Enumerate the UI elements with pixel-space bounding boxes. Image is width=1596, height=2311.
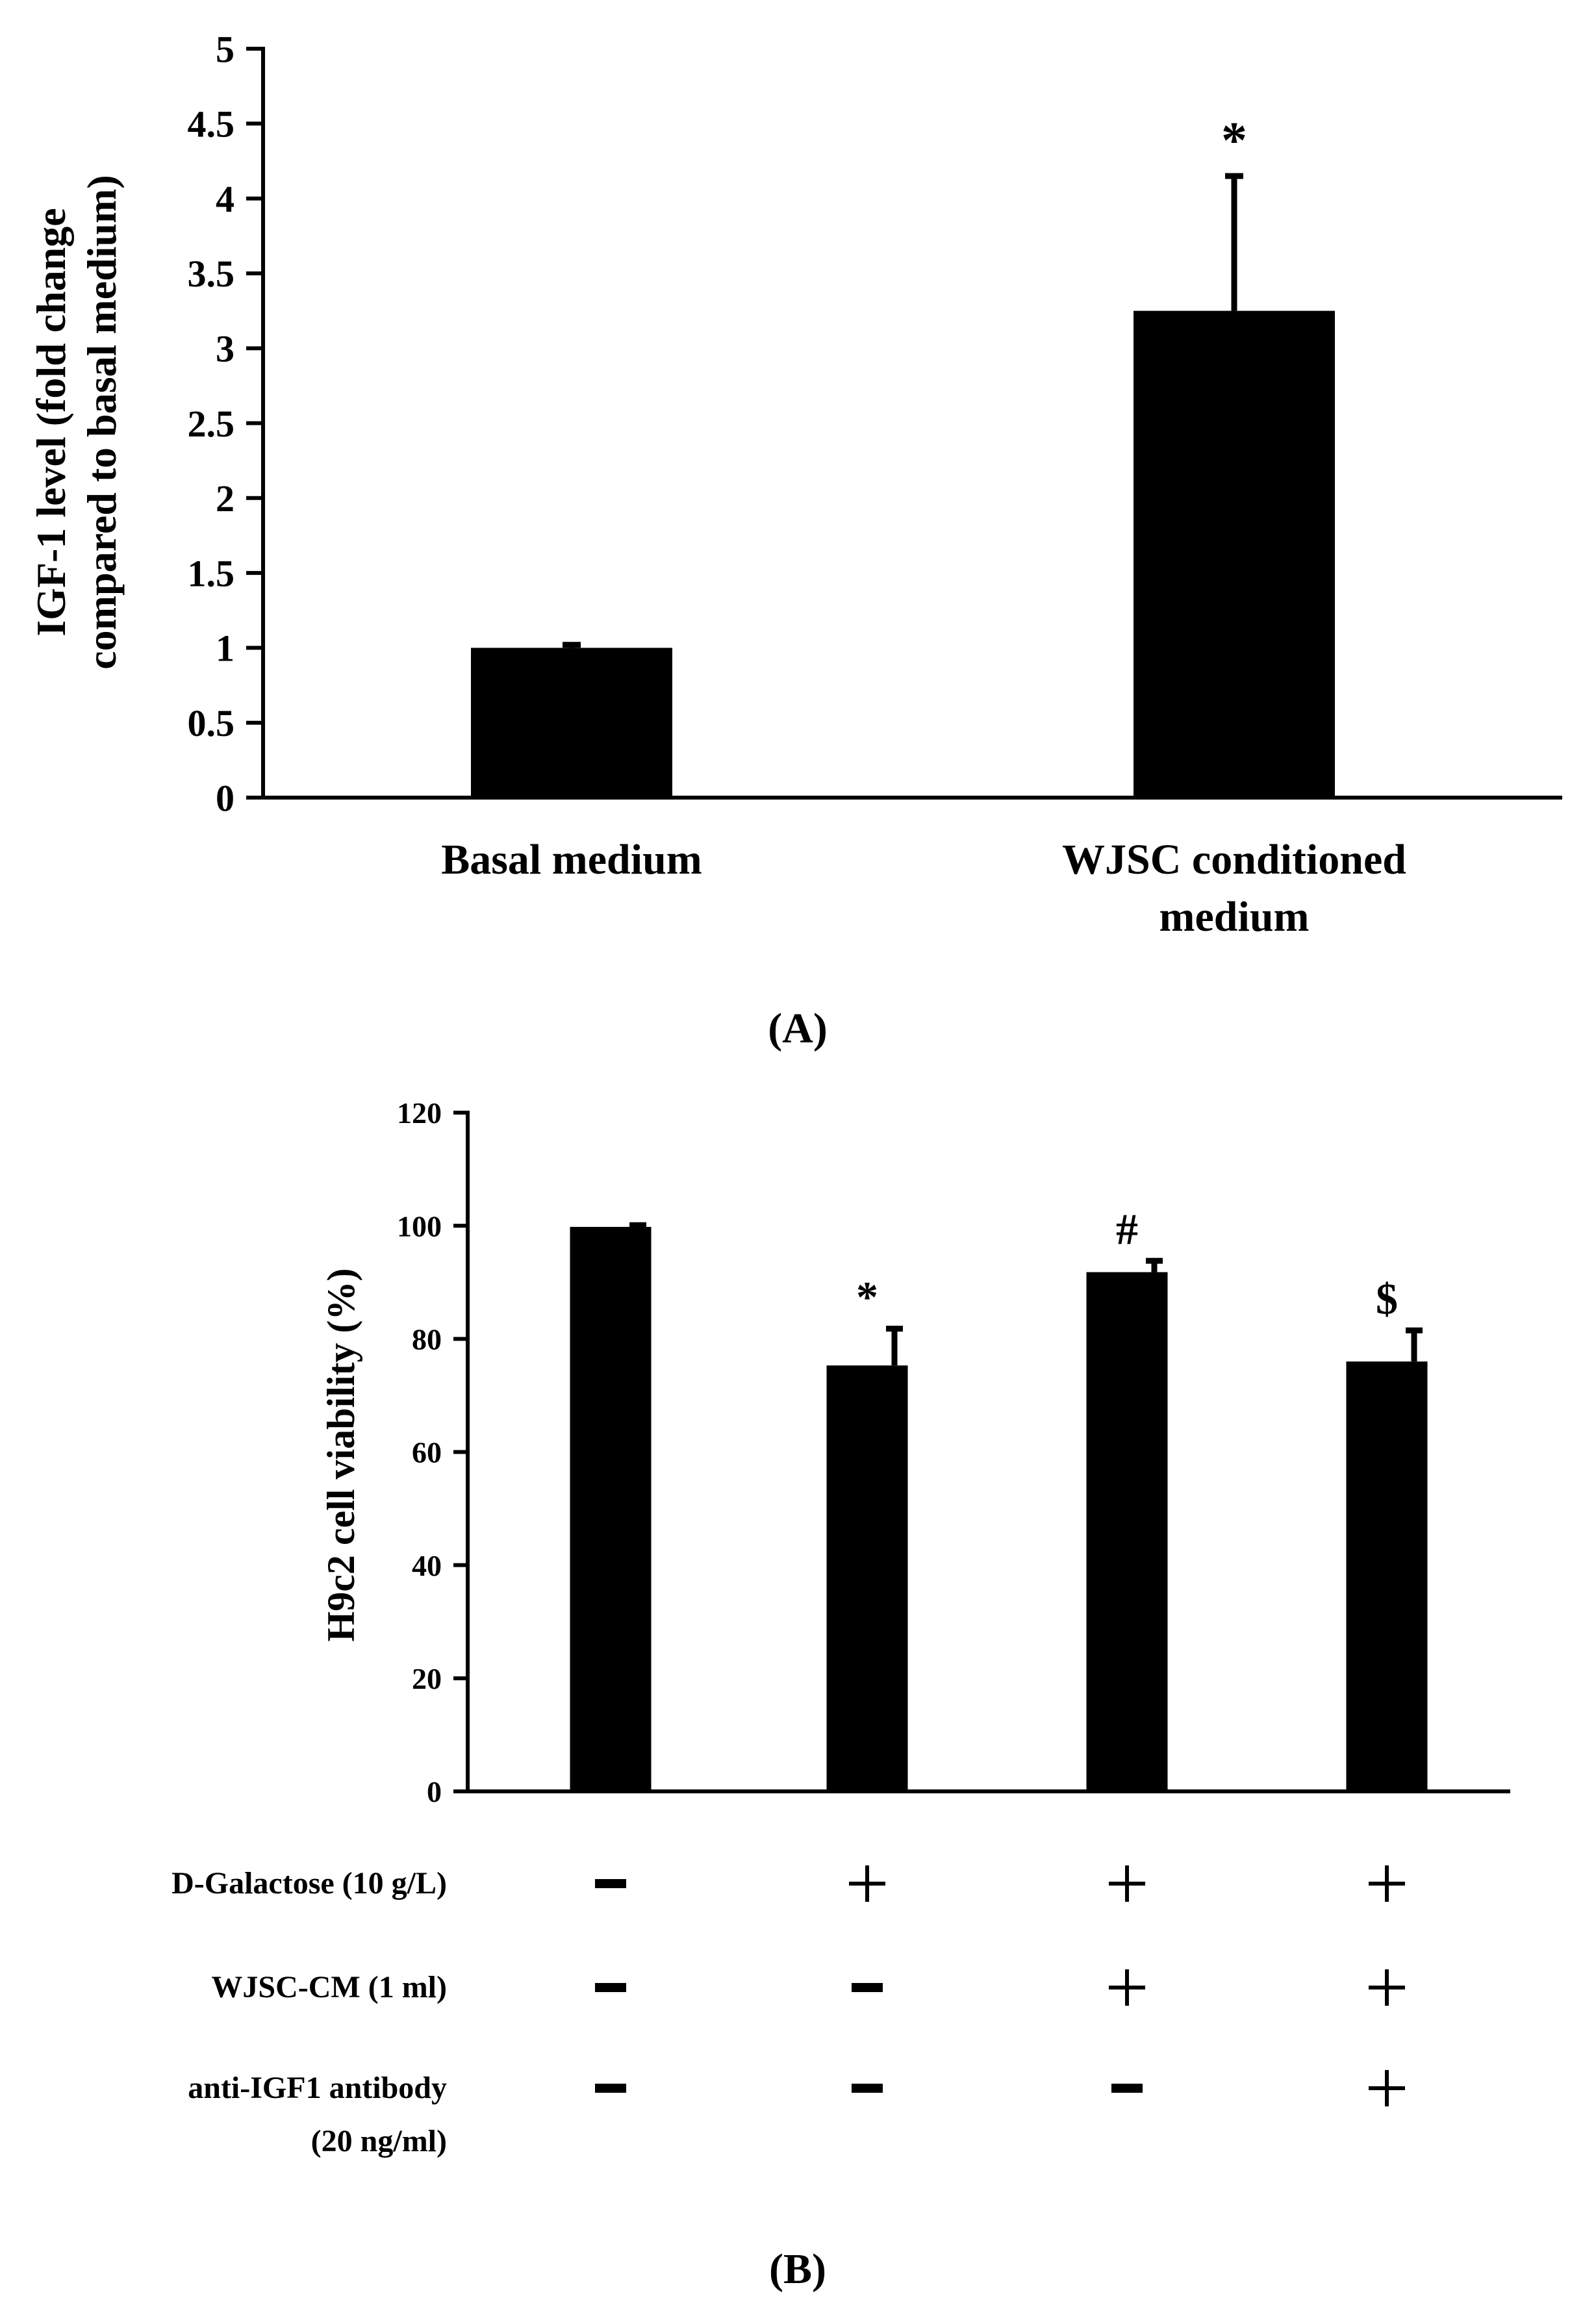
panel-b-label: (B): [769, 2245, 826, 2293]
panel-a-bar: [1134, 310, 1335, 798]
panel-b-minus-mark: [852, 2084, 883, 2093]
panel-a-y-tick-label: 0: [216, 777, 234, 819]
panel-b-y-tick-label: 20: [412, 1662, 442, 1695]
panel-a-significance-mark: *: [1221, 112, 1247, 170]
panel-a-y-tick-label: 4.5: [188, 103, 235, 145]
panel-b-minus-mark: [595, 2084, 626, 2093]
panel-a-label: (A): [768, 1005, 828, 1052]
panel-b-significance-mark: *: [856, 1272, 878, 1322]
panel-b-y-tick-label: 120: [397, 1096, 442, 1130]
panel-a-bar: [471, 648, 672, 798]
panel-b-y-tick-label: 60: [412, 1436, 442, 1469]
panel-b-minus-mark: [595, 1983, 626, 1992]
panel-b-y-tick-label: 80: [412, 1322, 442, 1356]
panel-a-y-axis-title: compared to basal medium): [79, 175, 125, 669]
panel-a-chart: 0 0.5 1 1.5 2 2.5 3 3.5 4 4.5 5 * Basal medium WJSC c…: [28, 28, 1562, 941]
panel-a-y-tick-label: 4: [216, 178, 234, 220]
panel-b-treatment-label: WJSC-CM (1 ml): [211, 1970, 447, 2004]
panel-a-category-label: Basal medium: [441, 836, 702, 883]
panel-a-y-tick-label: 5: [216, 28, 234, 70]
panel-a-y-tick-label: 2.5: [188, 403, 235, 445]
panel-b-bar: [1346, 1361, 1428, 1791]
panel-a-y-axis-title: IGF-1 level (fold change: [28, 208, 74, 636]
panel-b-y-tick-label: 100: [397, 1209, 442, 1243]
panel-a-y-tick-label: 1.5: [188, 552, 235, 594]
panel-b-significance-mark: #: [1116, 1204, 1138, 1254]
panel-a-y-tick-label: 2: [216, 477, 234, 520]
panel-a-category-label: WJSC conditioned: [1062, 836, 1406, 883]
panel-b-y-tick-label: 0: [427, 1775, 442, 1808]
panel-a-y-tick-label: 0.5: [188, 702, 235, 744]
panel-b-minus-mark: [595, 1879, 626, 1888]
panel-a-y-tick-label: 3: [216, 328, 234, 370]
panel-a-category-label: medium: [1159, 893, 1310, 941]
panel-b-treatment-label: (20 ng/ml): [311, 2124, 447, 2158]
panel-b-y-axis-title: H9c2 cell viability (%): [320, 1269, 362, 1642]
panel-b-minus-mark: [1111, 2084, 1143, 2093]
panel-a-y-tick-label: 1: [216, 627, 234, 670]
panel-b-bar: [1086, 1272, 1168, 1791]
panel-b-treatment-label: anti-IGF1 antibody: [188, 2071, 447, 2105]
panel-b-chart: 0 20 40 60 80 100 120 * # $ H9c2 cell viability (%…: [171, 1096, 1510, 2158]
panel-b-bar: [570, 1226, 652, 1791]
panel-b-significance-mark: $: [1376, 1274, 1398, 1323]
panel-b-bar: [826, 1365, 908, 1791]
panel-a-y-tick-label: 3.5: [188, 253, 235, 295]
panel-b-treatment-label: D-Galactose (10 g/L): [171, 1866, 447, 1901]
panel-b-minus-mark: [852, 1983, 883, 1992]
panel-b-y-tick-label: 40: [412, 1549, 442, 1582]
